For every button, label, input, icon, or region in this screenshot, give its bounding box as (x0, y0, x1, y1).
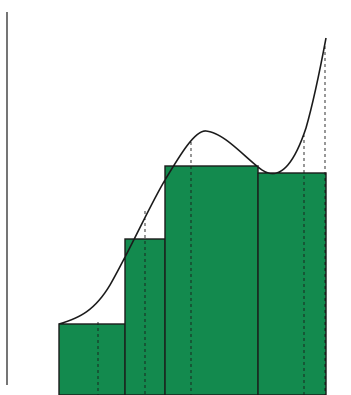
rectangle-4 (257, 172, 327, 395)
rectangle-2 (124, 238, 166, 395)
function-curve (58, 37, 327, 325)
guide-lines-group (97, 46, 326, 395)
rectangle-3 (164, 165, 259, 395)
rectangles-group (58, 165, 327, 395)
rectangle-1 (58, 323, 126, 395)
